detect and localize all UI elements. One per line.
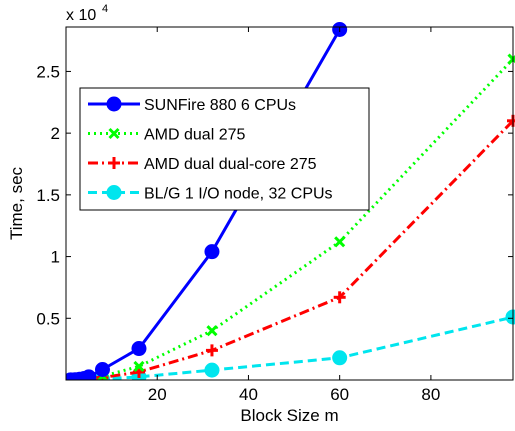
legend-box bbox=[79, 87, 370, 211]
y-multiplier-label: x 10 bbox=[66, 7, 96, 24]
data-point bbox=[94, 362, 110, 378]
y-tick-label: 1 bbox=[51, 248, 60, 267]
y-tick-label: 2.5 bbox=[36, 62, 60, 81]
data-point bbox=[505, 309, 515, 325]
data-point bbox=[81, 369, 97, 380]
series-3 bbox=[66, 309, 515, 380]
legend-item: SUNFire 880 6 CPUs bbox=[88, 96, 296, 114]
legend-item: AMD dual dual-core 275 bbox=[88, 156, 317, 173]
data-point bbox=[334, 236, 346, 248]
legend-marker bbox=[106, 185, 122, 200]
legend-label: BL/G 1 I/O node, 32 CPUs bbox=[144, 186, 333, 203]
y-tick-label: 0.5 bbox=[36, 309, 60, 328]
y-tick-label: 1.5 bbox=[36, 186, 60, 205]
legend-items: SUNFire 880 6 CPUs AMD dual 275 AMD dual d… bbox=[88, 96, 333, 203]
legend-marker bbox=[108, 157, 120, 169]
data-point bbox=[205, 344, 218, 357]
legend-item: BL/G 1 I/O node, 32 CPUs bbox=[88, 185, 333, 203]
data-point bbox=[333, 291, 346, 304]
legend-item: AMD dual 275 bbox=[88, 127, 245, 144]
y-multiplier-exponent: 4 bbox=[102, 3, 108, 15]
y-tick-label: 2 bbox=[51, 124, 60, 143]
data-point bbox=[332, 350, 348, 366]
x-axis-label: Block Size m bbox=[240, 406, 338, 425]
data-point bbox=[133, 360, 145, 372]
data-point bbox=[204, 244, 220, 260]
legend-label: AMD dual 275 bbox=[144, 127, 245, 144]
legend: SUNFire 880 6 CPUs AMD dual 275 AMD dual d… bbox=[79, 87, 370, 211]
legend-marker bbox=[108, 127, 120, 140]
legend-label: SUNFire 880 6 CPUs bbox=[144, 97, 296, 114]
y-axis-label: Time, sec bbox=[7, 166, 26, 240]
x-tick-label: 60 bbox=[330, 385, 349, 404]
x-tick-label: 20 bbox=[148, 385, 167, 404]
data-point bbox=[131, 341, 147, 357]
data-point bbox=[206, 325, 218, 337]
data-point bbox=[507, 53, 515, 65]
ticks-layer: 20 40 60 80 0.5 1 1.5 2 2.5 bbox=[36, 27, 513, 404]
plot-frame bbox=[65, 26, 514, 381]
legend-label: AMD dual dual-core 275 bbox=[144, 156, 317, 173]
data-point bbox=[204, 362, 220, 378]
x-tick-label: 80 bbox=[421, 385, 440, 404]
legend-marker bbox=[106, 96, 122, 112]
x-tick-label: 40 bbox=[239, 385, 258, 404]
